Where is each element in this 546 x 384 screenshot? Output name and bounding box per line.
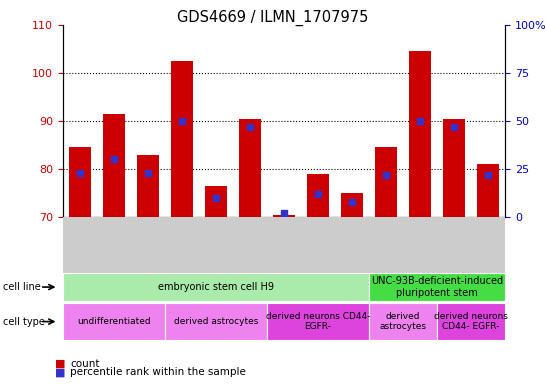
Bar — [375, 147, 397, 217]
Text: cell line: cell line — [3, 282, 40, 292]
Text: UNC-93B-deficient-induced
pluripotent stem: UNC-93B-deficient-induced pluripotent st… — [371, 276, 503, 298]
Bar — [443, 119, 465, 217]
Text: derived
astrocytes: derived astrocytes — [379, 312, 426, 331]
Text: undifferentiated: undifferentiated — [77, 317, 151, 326]
Text: ■: ■ — [55, 359, 65, 369]
Bar — [103, 114, 125, 217]
Text: ■: ■ — [55, 367, 65, 377]
Text: derived astrocytes: derived astrocytes — [174, 317, 258, 326]
Bar — [137, 154, 159, 217]
Bar — [171, 61, 193, 217]
Text: GDS4669 / ILMN_1707975: GDS4669 / ILMN_1707975 — [177, 10, 369, 26]
Text: cell type: cell type — [3, 316, 45, 327]
Bar — [205, 186, 227, 217]
Bar — [341, 193, 363, 217]
Text: percentile rank within the sample: percentile rank within the sample — [70, 367, 246, 377]
Bar — [273, 215, 295, 217]
Text: derived neurons
CD44- EGFR-: derived neurons CD44- EGFR- — [434, 312, 508, 331]
Text: count: count — [70, 359, 99, 369]
Text: derived neurons CD44-
EGFR-: derived neurons CD44- EGFR- — [266, 312, 370, 331]
Bar — [239, 119, 261, 217]
Bar — [307, 174, 329, 217]
Bar — [477, 164, 499, 217]
Text: embryonic stem cell H9: embryonic stem cell H9 — [158, 282, 274, 292]
Bar — [69, 147, 91, 217]
Bar — [409, 51, 431, 217]
